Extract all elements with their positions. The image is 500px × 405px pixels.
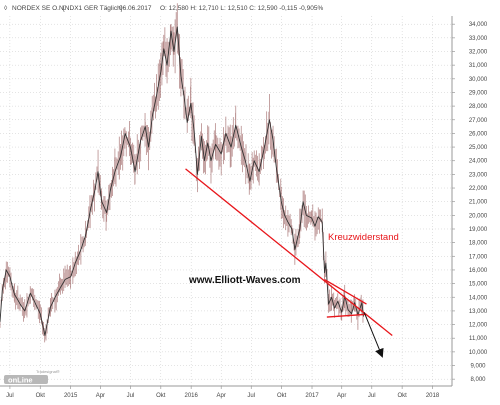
falling-trendline — [185, 168, 393, 336]
logo-main-text: onLine — [8, 376, 33, 385]
y-tick-label: 30,000 — [469, 77, 488, 83]
y-tick-label: 26,000 — [469, 131, 488, 137]
y-tick-label: 34,000 — [469, 22, 488, 28]
cross-resistance-label: Kreuzwiderstand — [328, 232, 399, 243]
y-tick-label: 19,000 — [469, 227, 488, 233]
x-tick-label: Okt — [277, 393, 287, 399]
y-tick-label: 14,000 — [469, 295, 488, 301]
y-tick-label: 28,000 — [469, 104, 488, 110]
price-line — [0, 26, 364, 336]
y-tick-label: 33,000 — [469, 36, 488, 42]
header-bar: ◊ NORDEX SE O.N. [NDX1 GER Täglich] 06.0… — [4, 5, 323, 12]
watermark-text: www.Elliott-Waves.com — [188, 275, 301, 286]
x-tick-label: Jul — [368, 393, 376, 399]
x-axis-ticks: Jul Okt 2015 Apr Jul Okt 2016 Apr Jul Okt 2017 Apr J… — [6, 386, 440, 399]
tradesignal-logo: Tradesignal® onLine — [4, 369, 60, 385]
y-tick-label: 32,000 — [469, 49, 488, 55]
x-tick-label: Apr — [337, 393, 346, 399]
y-tick-label: 17,000 — [469, 254, 488, 260]
x-tick-label: Jul — [6, 393, 14, 399]
y-tick-label: 20,000 — [469, 213, 488, 219]
y-tick-label: 12,000 — [469, 323, 488, 329]
y-tick-label: 23,000 — [469, 172, 488, 178]
logo-badge — [4, 375, 48, 384]
expand-icon[interactable]: ◊ — [4, 5, 8, 12]
x-tick-label: Okt — [397, 393, 407, 399]
y-tick-label: 16,000 — [469, 268, 488, 274]
x-tick-label: Okt — [156, 393, 166, 399]
logo-small-text: Tradesignal® — [36, 369, 60, 374]
triangle-lower-line — [326, 313, 367, 318]
y-tick-label: 21,000 — [469, 200, 488, 206]
x-tick-label: Okt — [36, 393, 46, 399]
forecast-arrow — [363, 312, 384, 358]
instrument-name: NORDEX SE O.N. — [12, 5, 66, 12]
trendlines — [185, 168, 393, 358]
y-tick-label: 18,000 — [469, 241, 488, 247]
price-series — [0, 3, 364, 343]
y-tick-label: 25,000 — [469, 145, 488, 151]
header-date: 06.06.2017 — [119, 5, 152, 12]
y-axis-ticks: 8,000 9,000 10,000 11,000 12,000 13,000 14,000… — [452, 22, 488, 383]
y-tick-label: 15,000 — [469, 282, 488, 288]
x-tick-label: 2016 — [184, 393, 198, 399]
x-tick-label: Apr — [217, 393, 226, 399]
instrument-meta: [NDX1 GER Täglich] — [63, 5, 123, 12]
x-tick-label: Jul — [247, 393, 255, 399]
x-tick-label: 2017 — [305, 393, 319, 399]
x-tick-label: 2015 — [64, 393, 78, 399]
header-ohlc: O: 12,580 H: 12,710 L: 12,510 C: 12,590 … — [160, 5, 323, 12]
x-tick-label: Jul — [127, 393, 135, 399]
y-tick-label: 11,000 — [469, 336, 488, 342]
x-tick-label: 2018 — [426, 393, 440, 399]
y-tick-label: 29,000 — [469, 90, 488, 96]
triangle-upper-line — [324, 278, 367, 305]
y-tick-label: 13,000 — [469, 309, 488, 315]
y-tick-label: 10,000 — [469, 350, 488, 356]
y-tick-label: 31,000 — [469, 63, 488, 69]
x-tick-label: Apr — [96, 393, 105, 399]
y-tick-label: 9,000 — [470, 364, 486, 370]
y-tick-label: 27,000 — [469, 118, 488, 124]
y-tick-label: 24,000 — [469, 159, 488, 165]
y-tick-label: 8,000 — [470, 377, 486, 383]
y-tick-label: 22,000 — [469, 186, 488, 192]
